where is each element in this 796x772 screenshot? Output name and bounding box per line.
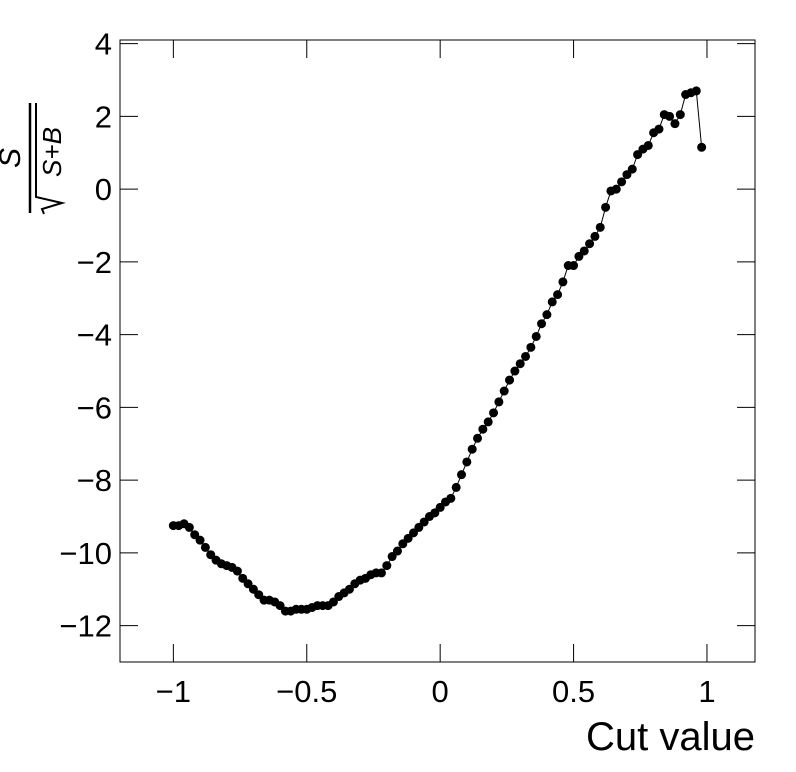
y-tick-label: −8 [77,463,112,498]
data-point [697,142,707,152]
data-point [627,164,637,174]
y-title-denominator: S+B [37,127,67,177]
x-axis-title: Cut value [586,715,755,759]
data-point [515,359,525,369]
y-axis-title: S S+B [0,103,67,215]
x-tick-label: −0.5 [276,674,337,709]
y-tick-label: 0 [95,172,112,207]
data-point [451,482,461,492]
x-tick-label: 0 [432,674,449,709]
data-point [478,424,488,434]
data-point [446,493,456,503]
data-point [558,277,568,287]
data-point [382,561,392,571]
data-point [542,310,552,320]
data-point [601,202,611,212]
data-point [489,408,499,418]
data-point [585,239,595,249]
x-tick-label: 1 [698,674,715,709]
series-line [173,90,703,612]
y-tick-label: 4 [95,27,112,62]
y-tick-label: −4 [77,318,112,353]
data-point [505,375,515,385]
x-tick-label: 0.5 [552,674,595,709]
data-point [691,86,701,96]
y-tick-label: 2 [95,99,112,134]
data-point [569,261,579,271]
data-point [494,397,504,407]
y-title-numerator: S [0,148,27,168]
data-point [499,386,509,396]
data-point [590,231,600,241]
data-point [184,522,194,532]
data-point [200,542,210,552]
data-point [643,140,653,150]
data-point [462,457,472,467]
data-point [665,111,675,121]
x-tick-label: −1 [156,674,191,709]
data-point [457,470,467,480]
data-point [392,546,402,556]
data-point [595,222,605,232]
y-tick-label: −12 [59,609,112,644]
sqrt-sign [35,103,66,215]
data-point [617,177,627,187]
data-point [510,366,520,376]
data-point [553,290,563,300]
y-tick-label: −10 [59,536,112,571]
data-point [675,110,685,120]
data-point [483,417,493,427]
data-point [376,568,386,578]
data-point [473,433,483,443]
data-point [467,444,477,454]
data-point [195,535,205,545]
data-point [526,342,536,352]
data-point [547,297,557,307]
data-point [232,566,242,576]
data-point [611,184,621,194]
data-point [537,319,547,329]
data-point [654,124,664,134]
data-point [579,246,589,256]
y-tick-label: −6 [77,390,112,425]
data-point [521,351,531,361]
data-point [670,119,680,129]
plot-frame [119,39,756,663]
y-tick-label: −2 [77,245,112,280]
data-point [531,331,541,341]
